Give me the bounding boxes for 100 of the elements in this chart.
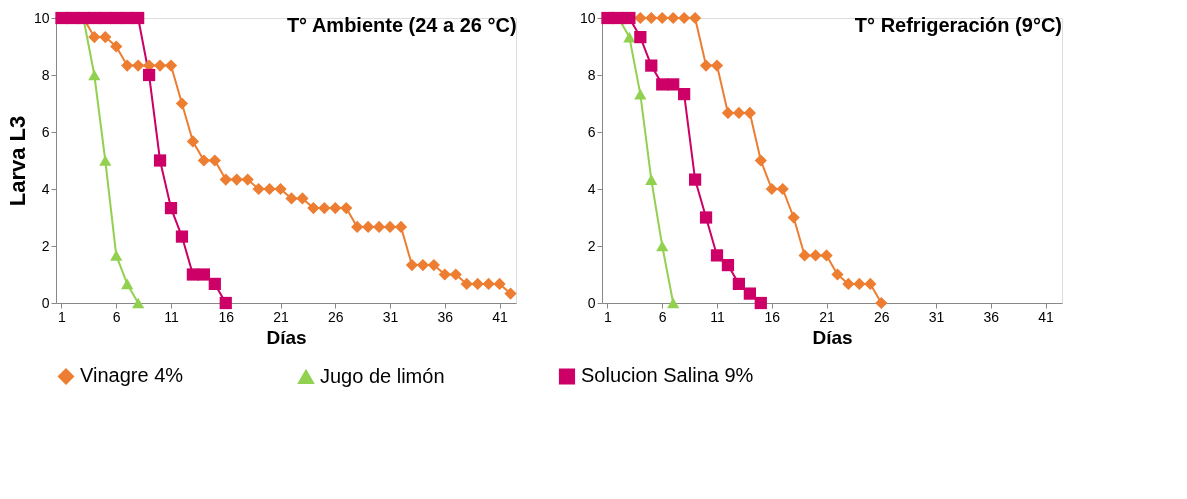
point xyxy=(121,278,134,290)
x-axis-title: Días xyxy=(266,326,307,348)
x-tick-label: 26 xyxy=(328,308,344,325)
point xyxy=(99,30,112,44)
point xyxy=(656,240,669,252)
point xyxy=(263,182,276,196)
point xyxy=(329,201,342,215)
point xyxy=(241,173,254,186)
point xyxy=(186,268,200,281)
point xyxy=(634,30,647,44)
point xyxy=(853,277,866,291)
point xyxy=(121,59,134,72)
point xyxy=(645,59,658,72)
point xyxy=(710,59,724,72)
point xyxy=(787,211,800,224)
legend-label: Solucion Salina 9% xyxy=(581,364,754,387)
x-tick-label: 26 xyxy=(874,308,890,325)
point xyxy=(88,69,101,81)
point xyxy=(667,297,680,309)
y-tick-label: 2 xyxy=(587,237,596,254)
point xyxy=(252,182,265,196)
x-tick-label: 41 xyxy=(492,308,509,325)
x-tick-label: 6 xyxy=(658,308,667,325)
point xyxy=(678,87,691,101)
point xyxy=(274,182,287,196)
legend-label: Vinagre 4% xyxy=(80,364,184,387)
point xyxy=(351,220,364,234)
point xyxy=(721,106,735,120)
x-tick-label: 16 xyxy=(764,308,781,325)
x-tick-label: 11 xyxy=(164,308,179,325)
point xyxy=(471,277,484,291)
point xyxy=(307,201,320,215)
point xyxy=(175,97,189,110)
point xyxy=(460,277,473,291)
point xyxy=(153,59,167,72)
point xyxy=(132,297,145,309)
point xyxy=(197,268,210,281)
point xyxy=(362,220,375,234)
point xyxy=(656,11,669,25)
x-tick-label: 6 xyxy=(112,308,121,325)
point xyxy=(743,106,756,120)
x-axis-title: Días xyxy=(812,326,853,348)
point xyxy=(765,182,778,196)
y-tick-label: 4 xyxy=(41,180,50,197)
point xyxy=(754,296,767,310)
chart-title: T° Ambiente (24 a 26 °C) xyxy=(286,14,517,36)
point xyxy=(732,106,746,120)
point xyxy=(132,59,145,72)
x-tick-label: 41 xyxy=(1038,308,1055,325)
y-axis-title: Larva L3 xyxy=(4,115,30,207)
y-tick-label: 0 xyxy=(41,294,50,311)
point xyxy=(318,201,331,215)
point xyxy=(754,154,767,167)
point xyxy=(88,30,101,44)
point xyxy=(809,249,822,262)
legend-label: Jugo de limón xyxy=(320,364,445,387)
point xyxy=(721,258,735,272)
point xyxy=(208,154,221,167)
point xyxy=(427,258,440,272)
x-tick-label: 1 xyxy=(604,308,613,325)
x-tick-label: 36 xyxy=(983,308,1000,325)
point xyxy=(656,78,669,91)
point xyxy=(645,11,658,25)
point xyxy=(699,59,713,72)
x-tick-label: 31 xyxy=(382,308,399,325)
y-tick-label: 8 xyxy=(587,66,596,83)
point xyxy=(732,277,746,291)
point xyxy=(820,249,833,262)
point xyxy=(776,182,789,196)
point xyxy=(634,11,647,25)
point xyxy=(372,220,386,234)
point xyxy=(699,211,713,224)
point xyxy=(164,59,178,72)
x-tick-label: 31 xyxy=(928,308,945,325)
point xyxy=(219,296,232,310)
point xyxy=(864,277,877,291)
point xyxy=(504,287,517,300)
point xyxy=(197,154,210,167)
y-tick-label: 10 xyxy=(33,9,50,26)
point xyxy=(340,201,353,215)
point xyxy=(110,40,123,53)
y-tick-label: 8 xyxy=(41,66,50,83)
point xyxy=(688,11,702,25)
y-tick-label: 0 xyxy=(587,294,596,311)
point xyxy=(164,201,178,215)
point xyxy=(99,155,112,166)
point xyxy=(667,78,680,91)
point xyxy=(296,192,309,205)
point xyxy=(438,268,451,281)
y-tick-label: 2 xyxy=(41,237,50,254)
point xyxy=(230,173,243,186)
point xyxy=(688,173,702,186)
y-tick-label: 6 xyxy=(587,123,596,140)
point xyxy=(142,68,156,82)
point xyxy=(645,174,658,185)
point xyxy=(493,277,506,291)
y-tick-label: 6 xyxy=(41,123,50,140)
point xyxy=(831,268,844,281)
point xyxy=(394,220,408,234)
x-tick-label: 21 xyxy=(819,308,836,325)
